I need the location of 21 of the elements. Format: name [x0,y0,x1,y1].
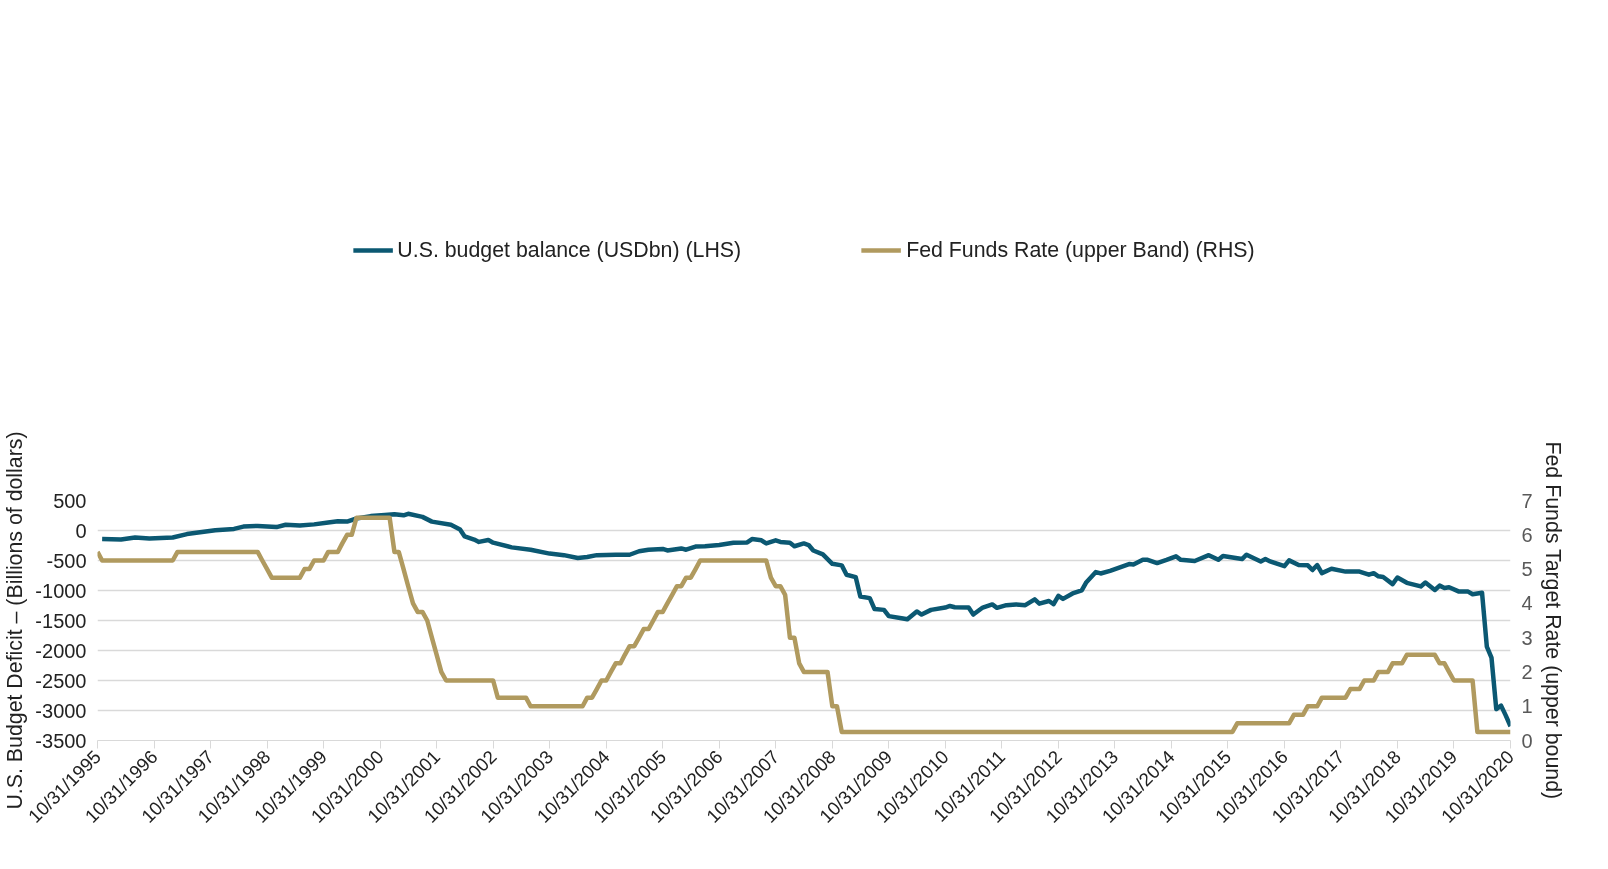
y2-axis-title: Fed Funds Target Rate (upper bound) [1540,441,1565,800]
y2-tick-label: 2 [1521,660,1533,683]
y2-tick-label: 4 [1521,592,1533,615]
y-axis-title: U.S. Budget Deficit – (Billions of dollars) [3,431,28,810]
y-tick-label: -3500 [35,729,87,752]
y2-tick-label: 1 [1521,695,1533,718]
y-tick-label: -2000 [35,639,87,662]
y-tick-label: -3000 [35,699,87,722]
y2-tick-label: 7 [1521,489,1533,512]
y-tick-label: -500 [46,549,87,572]
y2-tick-label: 5 [1521,558,1533,581]
y-tick-label: -1000 [35,579,87,602]
y2-tick-label: 0 [1521,729,1533,752]
y2-tick-label: 3 [1521,626,1533,649]
y2-tick-label: 6 [1521,523,1533,546]
y-tick-label: 500 [53,489,87,512]
y-tick-label: 0 [75,519,87,542]
legend-label: Fed Funds Rate (upper Band) (RHS) [906,237,1255,263]
legend-label: U.S. budget balance (USDbn) (LHS) [397,237,742,263]
y-tick-label: -2500 [35,669,87,692]
y-tick-label: -1500 [35,609,87,632]
